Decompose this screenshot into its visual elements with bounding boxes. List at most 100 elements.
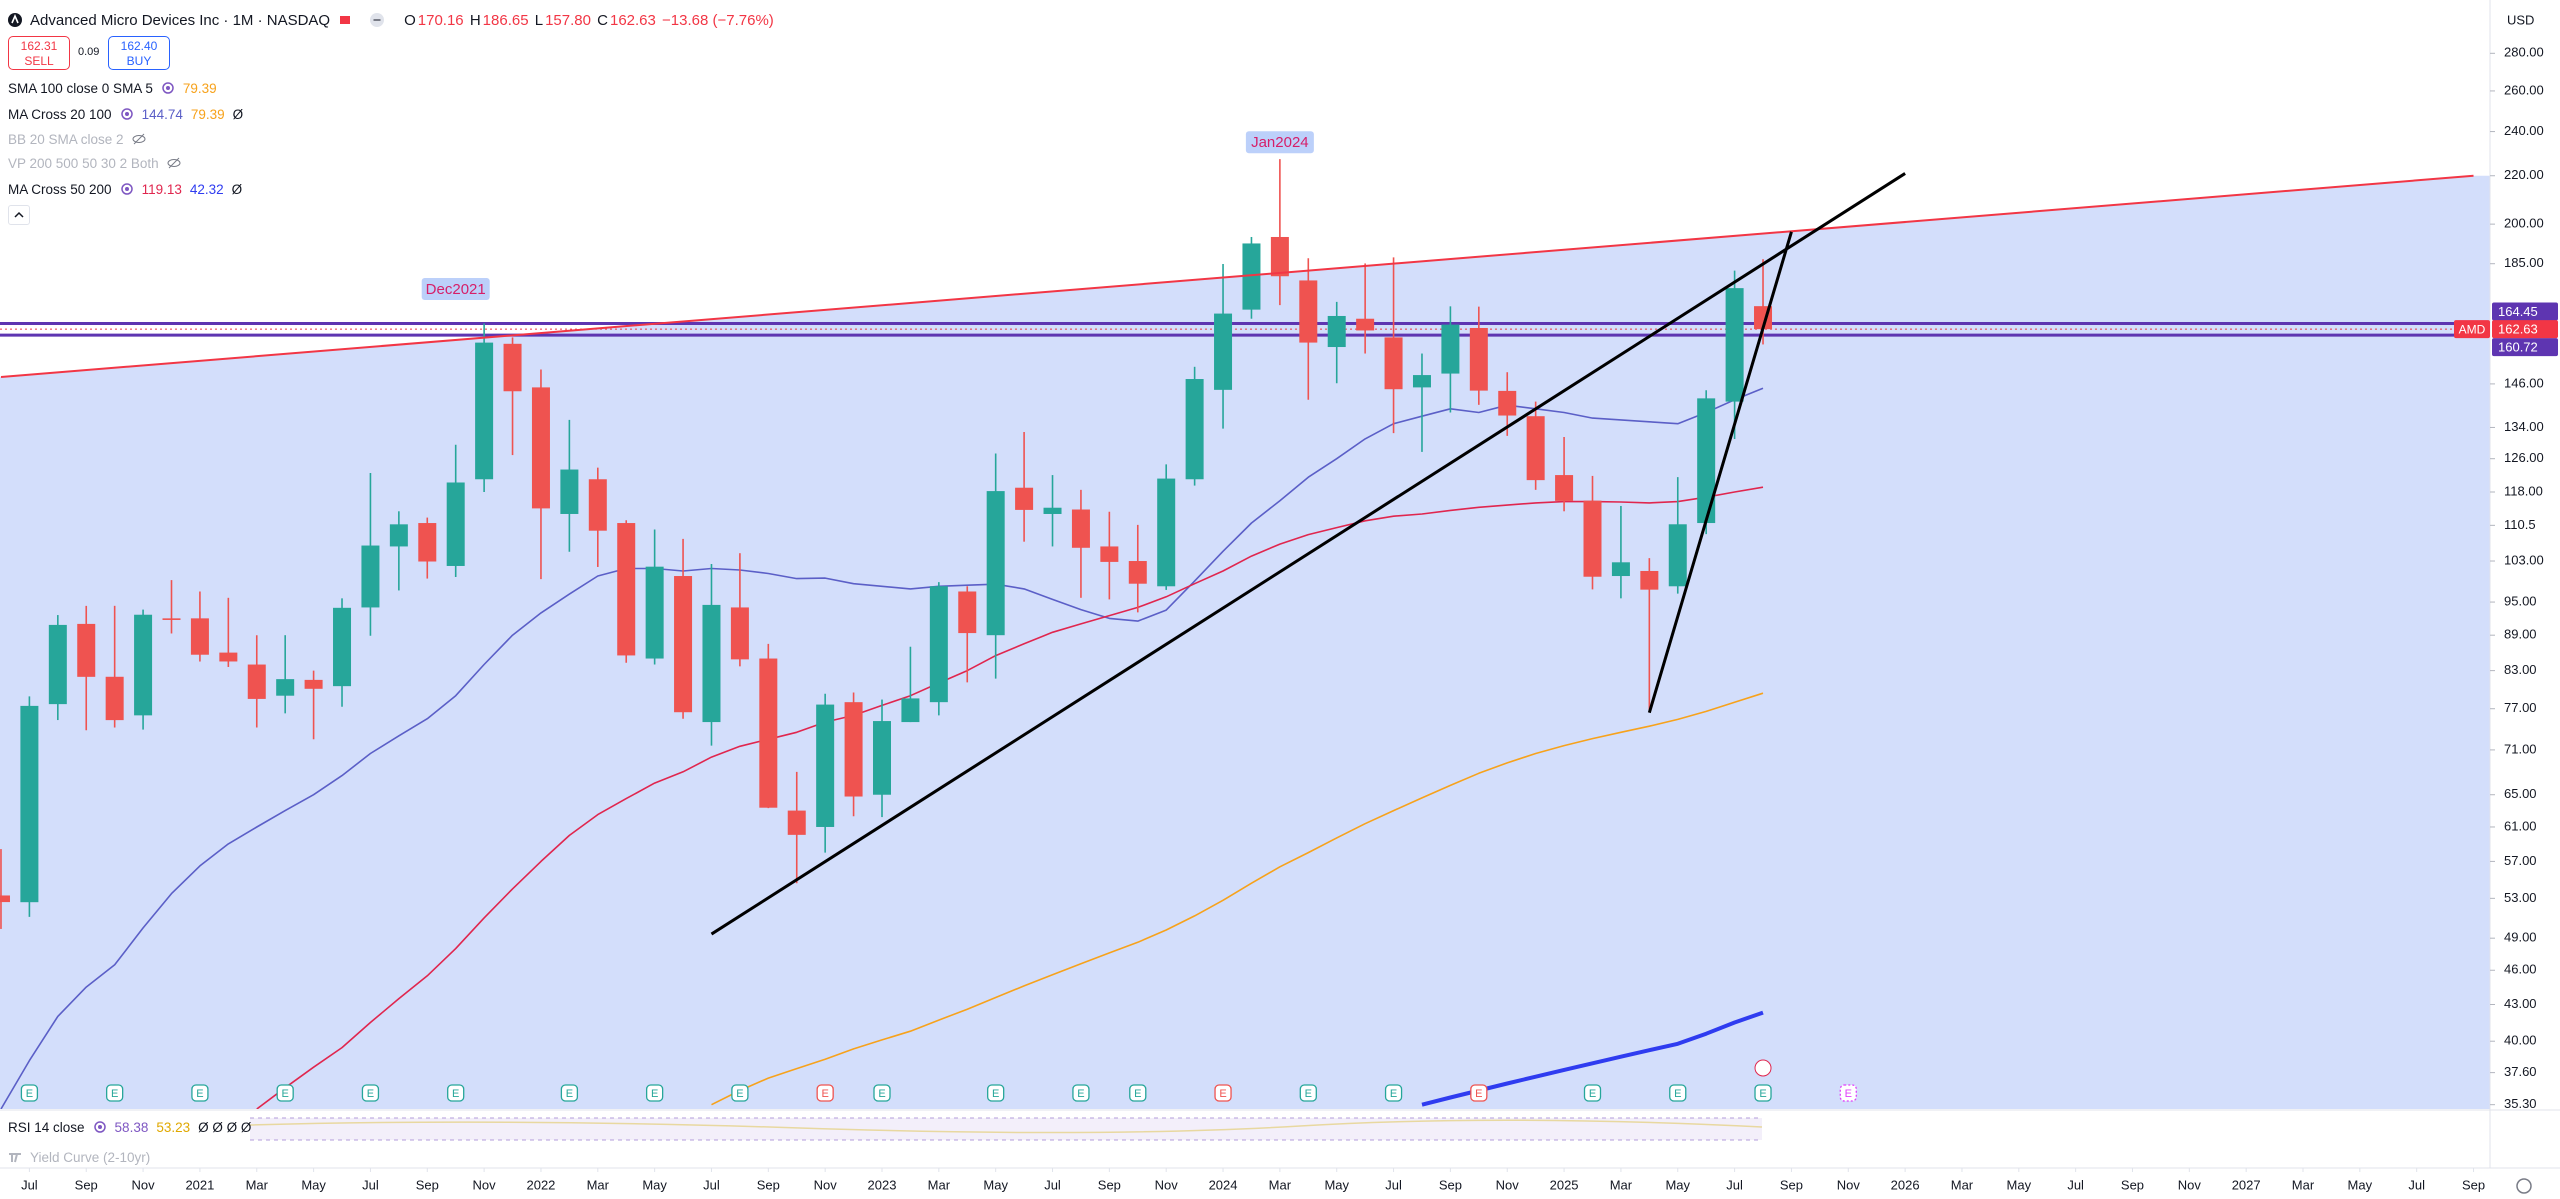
flag-icon[interactable]: [338, 13, 352, 27]
x-tick-label: Jul: [362, 1177, 379, 1192]
candle-body: [1469, 327, 1488, 391]
buy-button[interactable]: 162.40 BUY: [108, 36, 170, 70]
earnings-marker: [20, 1084, 39, 1102]
y-tick-label: 40.00: [2504, 1033, 2537, 1048]
y-tick-label: 200.00: [2504, 216, 2544, 231]
y-tick-label: 134.00: [2504, 419, 2544, 434]
x-tick-label: Jul: [1044, 1177, 1061, 1192]
earnings-marker: [816, 1084, 834, 1102]
rsi-value: 53.23: [156, 1119, 191, 1135]
rsi-name: RSI 14 close: [8, 1119, 85, 1135]
change: −13.68 (−7.76%): [662, 11, 774, 29]
earnings-label: E: [1134, 1088, 1141, 1100]
ma-line: [256, 486, 1764, 1109]
y-tick-label: 89.00: [2504, 627, 2537, 642]
annotation-box: [421, 278, 490, 301]
x-tick-label: Nov: [2178, 1177, 2202, 1192]
candle-body: [1356, 318, 1375, 331]
x-tick-label: Sep: [2121, 1177, 2144, 1192]
ohlc-value: 157.80: [545, 11, 591, 29]
candle-body: [901, 698, 920, 723]
x-tick-label: May: [2007, 1177, 2032, 1192]
candle-body: [873, 721, 891, 795]
logo: [8, 13, 22, 27]
earnings-label: E: [651, 1088, 658, 1100]
candle-body: [1299, 280, 1318, 343]
menu-icon[interactable]: [370, 13, 385, 27]
sell-button[interactable]: 162.31 SELL: [8, 36, 70, 70]
candle-body: [1242, 243, 1261, 310]
candle-body: [475, 342, 494, 480]
earnings-marker: [447, 1084, 465, 1102]
y-tick-label: 46.00: [2504, 962, 2537, 977]
candle-body: [929, 586, 948, 703]
visibility-icon[interactable]: [120, 107, 134, 121]
candle-body: [1441, 324, 1460, 374]
candle-body: [162, 618, 181, 620]
y-tick-label: 118.00: [2504, 483, 2543, 498]
x-tick-label: 2021: [185, 1177, 214, 1192]
ohlc-key: C: [597, 11, 608, 29]
x-tick-label: 2025: [1550, 1177, 1579, 1192]
ohlc-key: O: [404, 11, 416, 29]
ohlc: O 170.16 H 186.65 L 157.80 C 162.63 −13.68 (…: [404, 12, 776, 29]
annotation-label: Jan2024: [1251, 134, 1309, 151]
last-price-label: 162.63: [2498, 322, 2538, 337]
indicator-row: VP 200 500 50 30 2 Both: [8, 152, 181, 174]
visibility-icon[interactable]: [167, 156, 181, 170]
visibility-icon[interactable]: [93, 1120, 107, 1134]
settings-icon[interactable]: [2516, 1178, 2532, 1194]
visibility-icon[interactable]: [120, 182, 134, 196]
x-tick-label: Jul: [21, 1177, 38, 1192]
candle-body: [361, 545, 380, 608]
candle-body: [844, 702, 863, 797]
visibility-icon[interactable]: [132, 132, 146, 146]
candle-body: [702, 604, 721, 723]
caret-icon: [14, 211, 24, 218]
earnings-marker: [1214, 1084, 1232, 1102]
x-tick-label: 2022: [526, 1177, 555, 1192]
visibility-icon[interactable]: [161, 81, 175, 95]
buy-label: BUY: [126, 54, 152, 68]
x-tick-label: Jul: [2067, 1177, 2084, 1192]
sell-price: 162.31: [20, 39, 58, 53]
indicator-row: MA Cross 20 100 144.74 79.39 Ø: [8, 103, 243, 125]
candle-body: [418, 523, 437, 562]
ma-line: [711, 692, 1764, 1106]
collapse-button[interactable]: [8, 205, 30, 225]
earnings-marker: [645, 1084, 664, 1102]
earnings-marker: [1669, 1084, 1687, 1102]
earnings-marker: [731, 1084, 749, 1102]
earnings-label: E: [878, 1088, 885, 1100]
x-tick-label: 2026: [1891, 1177, 1920, 1192]
rsi-band: [250, 1118, 1762, 1140]
trend-line: [1647, 231, 1793, 714]
currency: USD: [2507, 12, 2534, 27]
x-tick-label: Jul: [1385, 1177, 1402, 1192]
candle-body: [1157, 478, 1176, 587]
earnings-label: E: [566, 1088, 573, 1100]
y-tick-label: 185.00: [2504, 255, 2544, 270]
candle-body: [617, 523, 636, 656]
x-tick-label: Nov: [132, 1177, 156, 1192]
earnings-marker: [1072, 1084, 1090, 1102]
symbol-title: Advanced Micro Devices Inc · 1M · NASDAQ: [30, 11, 331, 29]
candle-body: [1668, 524, 1687, 587]
indicator-name: BB 20 SMA close 2: [8, 131, 124, 147]
annotation-label: Dec2021: [426, 281, 486, 298]
sell-label: SELL: [24, 54, 54, 68]
candle-body: [588, 479, 607, 531]
candle-body: [333, 607, 352, 687]
earnings-label: E: [26, 1088, 33, 1100]
x-tick-label: Jul: [2408, 1177, 2425, 1192]
earnings-marker: [1470, 1084, 1488, 1102]
earnings-label: E: [1589, 1088, 1596, 1100]
candle-body: [1071, 509, 1090, 548]
ohlc-value: 170.16: [417, 11, 464, 29]
candle-body: [1498, 390, 1517, 416]
y-tick-label: 43.00: [2504, 996, 2537, 1011]
x-tick-label: Sep: [1098, 1177, 1121, 1192]
earnings-label: E: [196, 1088, 203, 1100]
candle-body: [1128, 561, 1147, 584]
ma-line: [0, 387, 1764, 1109]
